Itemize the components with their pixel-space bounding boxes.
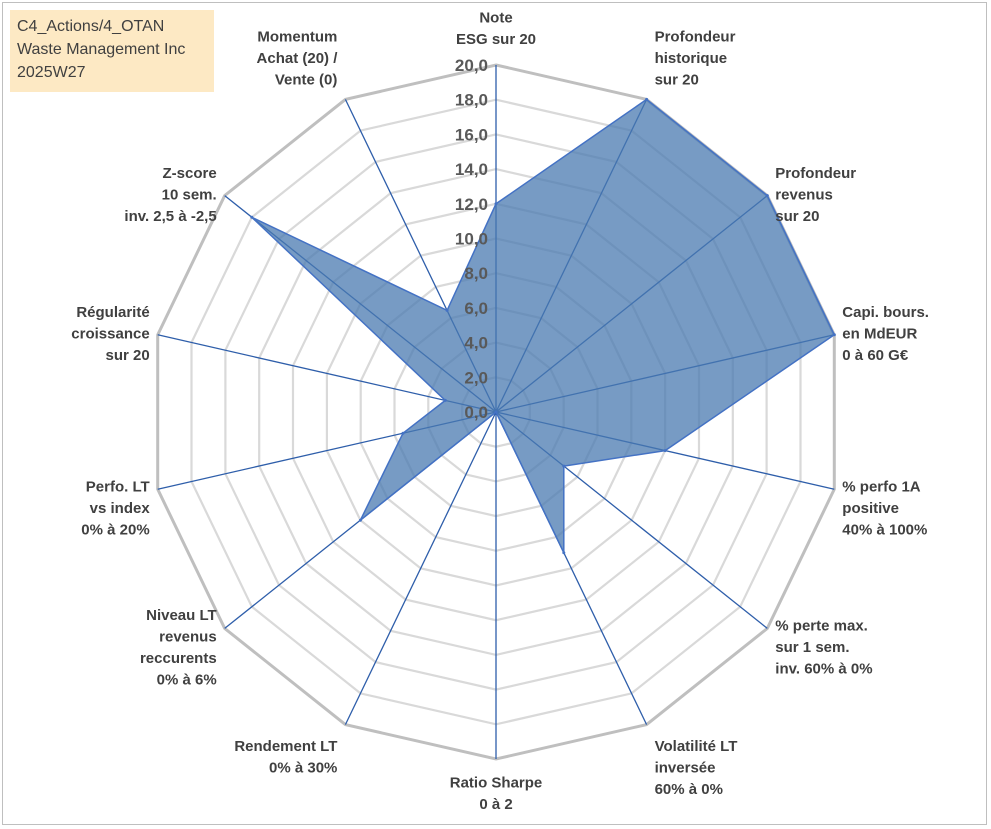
data-point [562, 551, 566, 555]
data-point [562, 464, 566, 468]
axis-label-line: croissance [71, 326, 149, 343]
axis-label-line: Profondeur [655, 28, 736, 45]
axis-label-line: historique [655, 50, 728, 67]
tick-label: 12,0 [455, 195, 488, 214]
axis-label-line: Vente (0) [275, 71, 338, 88]
axis-label-line: % perte max. [775, 618, 868, 635]
axis-label-line: Niveau LT [146, 607, 217, 624]
data-point [443, 398, 447, 402]
info-box: C4_Actions/4_OTAN Waste Management Inc 2… [10, 10, 214, 92]
data-point [494, 410, 498, 414]
radar-tick-labels: 0,0 2,0 4,0 6,0 8,0 10,0 12,0 14,0 16,0 18,0 20,0 [455, 56, 488, 422]
axis-label-line: sur 20 [655, 71, 699, 88]
axis-label-line: Rendement LT [234, 738, 337, 755]
axis-label-line: Momentum [257, 28, 337, 45]
axis-label-line: Profondeur [775, 165, 856, 182]
axis-label: Momentum Achat (20) / Vente (0) [257, 28, 339, 88]
info-line-1: C4_Actions/4_OTAN [17, 18, 165, 35]
data-point [445, 308, 449, 312]
axis-label-line: 10 sem. [162, 186, 217, 203]
axis-label-line: sur 1 sem. [775, 639, 849, 656]
tick-label: 8,0 [464, 264, 488, 283]
axis-label-line: inv. 2,5 à -2,5 [124, 208, 216, 225]
data-point [401, 431, 405, 435]
axis-label-line: % perfo 1A [842, 479, 921, 496]
axis-label-line: inv. 60% à 0% [775, 661, 872, 678]
axis-label-line: Ratio Sharpe [450, 775, 543, 792]
axis-label-line: Achat (20) / [257, 50, 339, 67]
tick-label: 0,0 [464, 403, 488, 422]
axis-label-line: 0% à 30% [269, 760, 337, 777]
data-point [358, 518, 362, 522]
axis-label-line: Volatilité LT [655, 738, 738, 755]
axis-label-line: Z-score [163, 165, 217, 182]
tick-label: 10,0 [455, 230, 488, 249]
tick-label: 18,0 [455, 91, 488, 110]
axis-label-line: inversée [655, 760, 716, 777]
info-line-2: Waste Management Inc [17, 41, 186, 58]
info-line-3: 2025W27 [17, 64, 86, 81]
axis-label-line: Perfo. LT [86, 479, 150, 496]
axis-label-line: 0 à 60 G€ [842, 347, 909, 364]
axis-label: % perte max. sur 1 sem. inv. 60% à 0% [775, 618, 872, 678]
axis-label-line: 60% à 0% [655, 781, 723, 798]
data-point [645, 97, 649, 101]
data-point [663, 449, 667, 453]
axis-label: Régularité croissance sur 20 [71, 304, 149, 364]
axis-spoke [157, 334, 497, 413]
axis-label: Note ESG sur 20 [456, 10, 536, 49]
axis-label-line: Note [479, 10, 512, 27]
axis-label-line: Capi. bours. [842, 304, 929, 321]
axis-label: Perfo. LT vs index 0% à 20% [81, 479, 150, 539]
tick-label: 6,0 [464, 299, 488, 318]
axis-label: Profondeur revenus sur 20 [775, 165, 856, 225]
tick-label: 2,0 [464, 368, 488, 387]
axis-label-line: sur 20 [105, 347, 149, 364]
axis-label: Rendement LT 0% à 30% [234, 738, 337, 777]
axis-label-line: reccurents [140, 650, 217, 667]
axis-label: Ratio Sharpe 0 à 2 [450, 775, 543, 814]
axis-label-line: sur 20 [775, 208, 819, 225]
tick-label: 4,0 [464, 334, 488, 353]
axis-label: Z-score 10 sem. inv. 2,5 à -2,5 [124, 165, 216, 225]
data-point [765, 194, 769, 198]
tick-label: 16,0 [455, 125, 488, 144]
axis-label: Profondeur historique sur 20 [655, 28, 736, 88]
radar-axis-labels: Note ESG sur 20 Profondeur historique sur 20… [71, 10, 929, 814]
axis-label-line: Régularité [76, 304, 149, 321]
axis-label: % perfo 1A positive 40% à 100% [842, 479, 927, 539]
data-point [832, 333, 836, 337]
axis-label: Niveau LT revenus reccurents 0% à 6% [140, 607, 217, 689]
axis-label-line: positive [842, 500, 899, 517]
axis-label-line: revenus [159, 628, 217, 645]
axis-label-line: 40% à 100% [842, 522, 927, 539]
axis-label-line: revenus [775, 186, 833, 203]
axis-label-line: ESG sur 20 [456, 31, 536, 48]
axis-spoke [344, 411, 497, 725]
axis-label-line: en MdEUR [842, 326, 917, 343]
radar-series [250, 97, 836, 555]
axis-label-line: 0 à 2 [479, 796, 512, 813]
tick-label: 14,0 [455, 160, 488, 179]
data-point [494, 202, 498, 206]
axis-label-line: 0% à 6% [157, 671, 217, 688]
data-point [250, 215, 254, 219]
tick-label: 20,0 [455, 56, 488, 75]
axis-label-line: vs index [90, 500, 151, 517]
axis-label: Capi. bours. en MdEUR 0 à 60 G€ [842, 304, 929, 364]
axis-label: Volatilité LT inversée 60% à 0% [655, 738, 738, 798]
series-area [251, 98, 836, 554]
axis-label-line: 0% à 20% [81, 522, 149, 539]
